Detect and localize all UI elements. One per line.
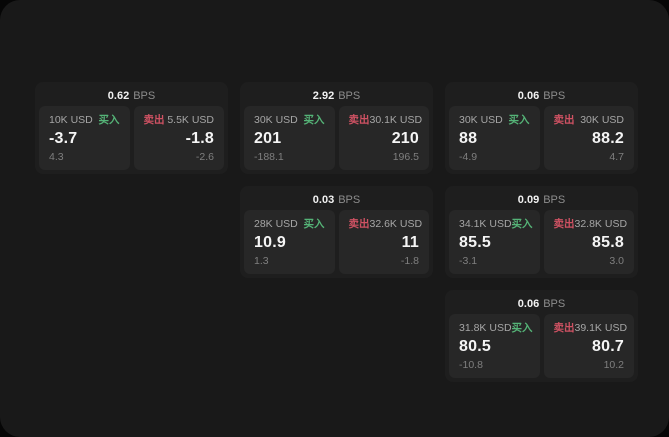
sell-price: 210: [391, 129, 419, 147]
buy-size: 10K USD: [49, 114, 93, 126]
buy-size: 30K USD: [459, 114, 503, 126]
sell-panel[interactable]: 卖出 30.1K USD 210 196.5: [338, 106, 429, 170]
bps-header: 0.06 BPS: [449, 294, 634, 314]
bps-header: 0.09 BPS: [449, 190, 634, 210]
buy-size: 30K USD: [254, 114, 298, 126]
sell-delta: 196.5: [392, 151, 419, 163]
buy-delta: -4.9: [459, 151, 478, 163]
sell-side-label: 卖出: [143, 114, 165, 126]
quote-card: 0.06 BPS 31.8K USD 买入 80.5 -10.8 卖出 39.1…: [445, 290, 638, 382]
sell-panel[interactable]: 卖出 30K USD 88.2 4.7: [543, 106, 634, 170]
bps-header: 0.06 BPS: [449, 86, 634, 106]
bps-header: 0.03 BPS: [244, 190, 429, 210]
quote-card: 2.92 BPS 30K USD 买入 201 -188.1 卖出 30.1K …: [240, 82, 433, 174]
buy-price: 85.5: [459, 233, 491, 251]
sell-price: -1.8: [185, 129, 214, 147]
buy-panel[interactable]: 31.8K USD 买入 80.5 -10.8: [449, 314, 540, 378]
bid-ask-panels: 28K USD 买入 10.9 1.3 卖出 32.6K USD 11 -1.8: [244, 210, 429, 274]
buy-panel[interactable]: 10K USD 买入 -3.7 4.3: [39, 106, 130, 170]
buy-side-label: 买入: [303, 114, 325, 126]
bps-value: 0.06: [517, 298, 540, 310]
bps-label: BPS: [543, 298, 566, 310]
sell-size: 30.1K USD: [369, 114, 423, 126]
bps-header: 0.62 BPS: [39, 86, 224, 106]
quote-card: 0.06 BPS 30K USD 买入 88 -4.9 卖出 30K USD: [445, 82, 638, 174]
buy-panel[interactable]: 34.1K USD 买入 85.5 -3.1: [449, 210, 540, 274]
buy-price: 10.9: [254, 233, 286, 251]
buy-size: 28K USD: [254, 218, 298, 230]
sell-size: 32.8K USD: [574, 218, 628, 230]
buy-delta: -188.1: [254, 151, 284, 163]
buy-price: 80.5: [459, 337, 491, 355]
quote-cards-grid: 0.62 BPS 10K USD 买入 -3.7 4.3 卖出 5.5K USD: [35, 82, 638, 382]
buy-side-label: 买入: [98, 114, 120, 126]
sell-size: 39.1K USD: [574, 322, 628, 334]
sell-price: 80.7: [592, 337, 624, 355]
sell-panel[interactable]: 卖出 32.6K USD 11 -1.8: [338, 210, 429, 274]
buy-size: 34.1K USD: [459, 218, 512, 230]
buy-price: 88: [459, 129, 478, 147]
buy-delta: -10.8: [459, 359, 483, 371]
bps-label: BPS: [338, 194, 361, 206]
sell-side-label: 卖出: [553, 322, 575, 334]
sell-delta: -2.6: [195, 151, 214, 163]
quote-card: 0.09 BPS 34.1K USD 买入 85.5 -3.1 卖出 32.8K…: [445, 186, 638, 278]
bid-ask-panels: 34.1K USD 买入 85.5 -3.1 卖出 32.8K USD 85.8…: [449, 210, 634, 274]
bps-label: BPS: [543, 194, 566, 206]
sell-side-label: 卖出: [348, 218, 370, 230]
sell-price: 11: [401, 233, 419, 251]
bps-value: 0.09: [517, 194, 540, 206]
buy-price: 201: [254, 129, 282, 147]
sell-delta: 3.0: [609, 255, 624, 267]
sell-price: 88.2: [592, 129, 624, 147]
bps-value: 0.06: [517, 90, 540, 102]
sell-price: 85.8: [592, 233, 624, 251]
buy-size: 31.8K USD: [459, 322, 512, 334]
buy-delta: -3.1: [459, 255, 478, 267]
buy-panel[interactable]: 30K USD 买入 88 -4.9: [449, 106, 540, 170]
bid-ask-panels: 10K USD 买入 -3.7 4.3 卖出 5.5K USD -1.8 -2.…: [39, 106, 224, 170]
bps-value: 0.62: [107, 90, 130, 102]
buy-panel[interactable]: 28K USD 买入 10.9 1.3: [244, 210, 335, 274]
quote-card: 0.03 BPS 28K USD 买入 10.9 1.3 卖出 32.6K US…: [240, 186, 433, 278]
bid-ask-panels: 30K USD 买入 88 -4.9 卖出 30K USD 88.2 4.7: [449, 106, 634, 170]
sell-delta: 10.2: [603, 359, 624, 371]
sell-size: 5.5K USD: [167, 114, 214, 126]
buy-side-label: 买入: [303, 218, 325, 230]
sell-delta: -1.8: [400, 255, 419, 267]
buy-price: -3.7: [49, 129, 78, 147]
buy-panel[interactable]: 30K USD 买入 201 -188.1: [244, 106, 335, 170]
sell-side-label: 卖出: [348, 114, 370, 126]
buy-delta: 4.3: [49, 151, 64, 163]
bps-value: 0.03: [312, 194, 335, 206]
quote-card: 0.62 BPS 10K USD 买入 -3.7 4.3 卖出 5.5K USD: [35, 82, 228, 174]
buy-side-label: 买入: [508, 114, 530, 126]
sell-side-label: 卖出: [553, 114, 575, 126]
buy-side-label: 买入: [511, 218, 533, 230]
sell-panel[interactable]: 卖出 32.8K USD 85.8 3.0: [543, 210, 634, 274]
sell-panel[interactable]: 卖出 39.1K USD 80.7 10.2: [543, 314, 634, 378]
bps-label: BPS: [543, 90, 566, 102]
bps-header: 2.92 BPS: [244, 86, 429, 106]
buy-delta: 1.3: [254, 255, 269, 267]
bid-ask-panels: 31.8K USD 买入 80.5 -10.8 卖出 39.1K USD 80.…: [449, 314, 634, 378]
sell-size: 30K USD: [580, 114, 624, 126]
bps-label: BPS: [133, 90, 156, 102]
bps-label: BPS: [338, 90, 361, 102]
bps-value: 2.92: [312, 90, 335, 102]
sell-size: 32.6K USD: [369, 218, 423, 230]
sell-side-label: 卖出: [553, 218, 575, 230]
sell-delta: 4.7: [609, 151, 624, 163]
buy-side-label: 买入: [511, 322, 533, 334]
sell-panel[interactable]: 卖出 5.5K USD -1.8 -2.6: [133, 106, 224, 170]
bid-ask-panels: 30K USD 买入 201 -188.1 卖出 30.1K USD 210 1…: [244, 106, 429, 170]
